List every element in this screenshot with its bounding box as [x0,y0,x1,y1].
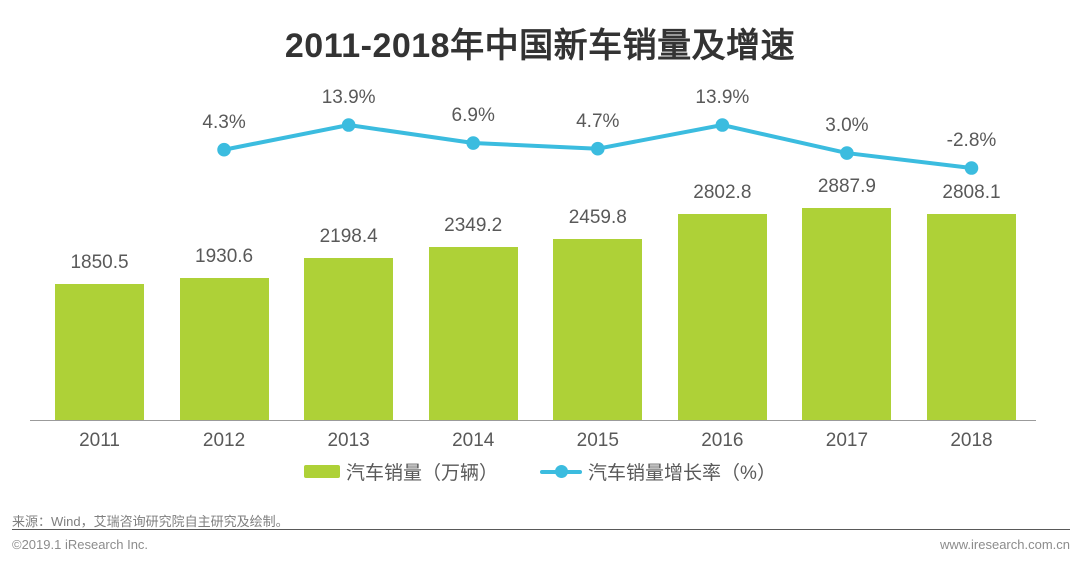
legend: 汽车销量（万辆） 汽车销量增长率（%） [0,458,1080,485]
bar-2017 [802,208,892,420]
growth-point-2018 [964,161,979,175]
growth-point-2016 [715,118,730,132]
footer-bar: ©2019.1 iResearch Inc. www.iresearch.com… [12,537,1070,552]
x-tick-2016: 2016 [701,430,744,451]
bar-2012 [179,278,269,420]
footer-divider [12,529,1070,530]
x-tick-2014: 2014 [452,430,495,451]
growth-point-2015 [590,141,605,156]
growth-label-2018: -2.8% [946,130,997,151]
growth-label-2014: 6.9% [451,105,495,127]
legend-bar-label: 汽车销量（万辆） [346,463,499,484]
growth-label-2017: 3.0% [825,115,869,137]
bar-value-label-2014: 2349.2 [444,215,503,236]
bar-2011 [55,284,144,420]
x-tick-2018: 2018 [950,430,993,451]
growth-label-2012: 4.3% [202,111,246,133]
bar-2018 [926,214,1016,420]
bar-value-label-2011: 1850.5 [70,252,129,273]
growth-point-2017 [840,146,854,160]
growth-point-2013 [341,118,356,132]
growth-label-2015: 4.7% [576,110,620,132]
x-tick-2013: 2013 [327,430,370,451]
copyright-text: ©2019.1 iResearch Inc. [12,537,149,552]
x-tick-2012: 2012 [202,430,246,451]
x-tick-2015: 2015 [576,430,619,451]
x-tick-2017: 2017 [825,430,869,451]
bar-2014 [428,247,518,420]
bar-value-label-2018: 2808.1 [942,182,1001,203]
bar-value-label-2016: 2802.8 [693,182,752,203]
legend-item-line-series: 汽车销量增长率（%） [540,458,776,485]
source-note: 来源：Wind，艾瑞咨询研究院自主研究及绘制。 [12,514,289,529]
bar-2015 [553,239,643,420]
bar-value-label-2015: 2459.8 [568,207,627,228]
line-series-marker-icon [540,465,583,479]
x-tick-2011: 2011 [79,430,120,451]
x-axis-line [30,420,1036,421]
legend-item-bar-series: 汽车销量（万辆） [304,458,498,485]
growth-point-2014 [466,136,481,150]
bar-value-label-2013: 2198.4 [319,226,378,247]
growth-point-2012 [217,142,231,157]
legend-line-label: 汽车销量增长率（%） [588,463,776,484]
website-url: www.iresearch.com.cn [939,537,1070,552]
bar-series-swatch-icon [304,465,341,478]
growth-label-2016: 13.9% [695,87,750,108]
bar-value-label-2012: 1930.6 [195,246,254,267]
growth-label-2013: 13.9% [321,87,376,108]
bar-2016 [677,214,767,420]
bar-2013 [304,258,394,420]
chart-title: 2011-2018年中国新车销量及增速 [284,27,796,65]
bar-value-label-2017: 2887.9 [817,176,876,197]
